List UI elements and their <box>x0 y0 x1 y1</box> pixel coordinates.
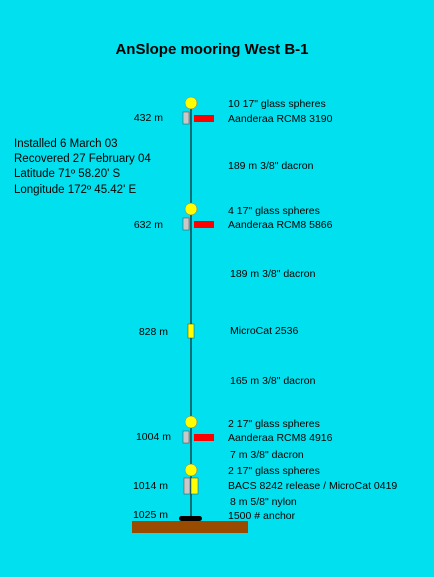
glass-sphere <box>184 415 198 429</box>
current-meter-vane <box>194 221 214 228</box>
current-meter <box>182 430 190 444</box>
depth-label: 432 m <box>134 112 163 124</box>
component-label: 10 17" glass spheres <box>228 98 326 110</box>
depth-label: 632 m <box>134 219 163 231</box>
current-meter <box>182 111 190 125</box>
deployment-info: Installed 6 March 03 <box>14 138 118 150</box>
microcat <box>190 477 199 495</box>
component-label: 2 17" glass spheres <box>228 465 320 477</box>
cable-label: 189 m 3/8" dacron <box>230 268 316 280</box>
component-label: BACS 8242 release / MicroCat 0419 <box>228 480 397 492</box>
glass-sphere <box>184 96 198 110</box>
glass-sphere <box>184 463 198 477</box>
cable-label: 165 m 3/8" dacron <box>230 375 316 387</box>
component-label: 1500 # anchor <box>228 510 296 522</box>
depth-label: 828 m <box>139 326 168 338</box>
current-meter-vane <box>194 434 214 441</box>
anchor <box>179 516 202 521</box>
cable-label: 7 m 3/8" dacron <box>230 449 304 461</box>
title: AnSlope mooring West B-1 <box>115 41 308 58</box>
current-meter <box>182 217 190 231</box>
component-label: Aanderaa RCM8 5866 <box>228 219 333 231</box>
depth-label: 1014 m <box>133 480 168 492</box>
microcat <box>187 323 195 339</box>
seabed <box>132 521 248 533</box>
deployment-info: Latitude 71º 58.20' S <box>14 168 120 180</box>
deployment-info: Longitude 172º 45.42' E <box>14 184 136 196</box>
component-label: Aanderaa RCM8 4916 <box>228 432 333 444</box>
component-label: 2 17" glass spheres <box>228 418 320 430</box>
cable-label: 189 m 3/8" dacron <box>228 160 314 172</box>
component-label: MicroCat 2536 <box>230 325 298 337</box>
release <box>183 477 191 495</box>
deployment-info: Recovered 27 February 04 <box>14 153 151 165</box>
cable-label: 8 m 5/8" nylon <box>230 496 297 508</box>
depth-label: 1004 m <box>136 431 171 443</box>
component-label: Aanderaa RCM8 3190 <box>228 113 333 125</box>
component-label: 4 17" glass spheres <box>228 205 320 217</box>
depth-label: 1025 m <box>133 509 168 521</box>
glass-sphere <box>184 202 198 216</box>
current-meter-vane <box>194 115 214 122</box>
